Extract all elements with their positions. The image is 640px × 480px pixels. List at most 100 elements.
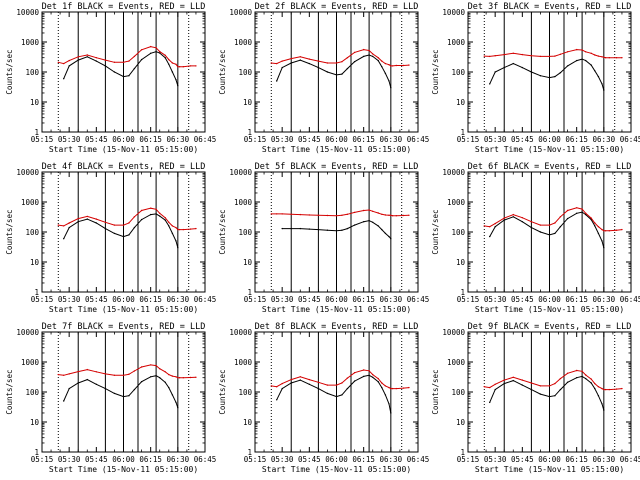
y-tick-label: 1000 bbox=[21, 198, 40, 207]
y-tick-label: 1000 bbox=[447, 198, 466, 207]
x-tick-label: 06:45 bbox=[407, 455, 430, 464]
chart-title: Det 8f BLACK = Events, RED = LLD bbox=[255, 322, 419, 332]
x-tick-label: 06:45 bbox=[194, 455, 217, 464]
x-tick-label: 06:15 bbox=[139, 455, 162, 464]
y-tick-label: 10 bbox=[243, 98, 253, 107]
x-tick-label: 06:45 bbox=[194, 295, 217, 304]
x-tick-label: 06:45 bbox=[620, 135, 640, 144]
series-lld bbox=[270, 209, 410, 217]
chart-title: Det 9f BLACK = Events, RED = LLD bbox=[468, 322, 632, 332]
series-events bbox=[489, 211, 605, 249]
x-tick-label: 05:45 bbox=[511, 455, 534, 464]
series-events bbox=[281, 219, 392, 240]
series-events bbox=[489, 375, 605, 411]
y-tick-label: 1 bbox=[34, 288, 39, 297]
x-tick-label: 05:30 bbox=[484, 135, 507, 144]
y-axis-label: Counts/sec bbox=[218, 209, 227, 254]
x-tick-label: 06:00 bbox=[112, 135, 135, 144]
series-lld bbox=[270, 48, 410, 67]
series-line bbox=[276, 374, 392, 414]
series-line bbox=[271, 369, 409, 390]
chart-panel-1: Det 1f BLACK = Events, RED = LLD 1 10 100 10… bbox=[5, 2, 216, 154]
series-events bbox=[489, 58, 605, 91]
chart-title: Det 7f BLACK = Events, RED = LLD bbox=[42, 322, 206, 332]
x-tick-label: 06:45 bbox=[407, 295, 430, 304]
x-axis-label: Start Time (15-Nov-11 05:15:00) bbox=[475, 465, 624, 474]
chart-panel-2: Det 2f BLACK = Events, RED = LLD 1 10 100 10… bbox=[218, 2, 429, 154]
series-line bbox=[484, 207, 622, 232]
series-line bbox=[489, 375, 605, 411]
x-tick-label: 06:00 bbox=[538, 455, 561, 464]
y-tick-label: 1000 bbox=[21, 38, 40, 47]
chart-title: Det 3f BLACK = Events, RED = LLD bbox=[468, 2, 632, 12]
y-axis-label: Counts/sec bbox=[218, 369, 227, 414]
x-tick-label: 05:30 bbox=[58, 295, 81, 304]
x-tick-label: 06:30 bbox=[380, 295, 403, 304]
series-line bbox=[271, 209, 409, 217]
chart-panel-5: Det 5f BLACK = Events, RED = LLD 1 10 100 10… bbox=[218, 162, 429, 314]
y-axis-label: Counts/sec bbox=[431, 369, 440, 414]
y-tick-label: 10000 bbox=[229, 168, 252, 177]
series-events bbox=[63, 213, 179, 249]
x-axis-label: Start Time (15-Nov-11 05:15:00) bbox=[49, 305, 198, 314]
x-tick-label: 05:45 bbox=[298, 135, 321, 144]
series-line bbox=[282, 220, 392, 240]
x-tick-label: 06:00 bbox=[325, 135, 348, 144]
y-tick-label: 100 bbox=[238, 68, 252, 77]
x-tick-label: 06:45 bbox=[620, 295, 640, 304]
x-tick-label: 06:00 bbox=[538, 295, 561, 304]
y-tick-label: 10000 bbox=[442, 168, 465, 177]
y-tick-label: 10000 bbox=[229, 328, 252, 337]
y-tick-label: 100 bbox=[451, 228, 465, 237]
y-axis-label: Counts/sec bbox=[5, 369, 14, 414]
x-tick-label: 05:45 bbox=[511, 295, 534, 304]
y-tick-label: 100 bbox=[451, 68, 465, 77]
series-line bbox=[63, 213, 179, 248]
y-tick-label: 10 bbox=[456, 258, 466, 267]
x-axis-label: Start Time (15-Nov-11 05:15:00) bbox=[475, 145, 624, 154]
x-tick-label: 05:45 bbox=[298, 295, 321, 304]
chart-title: Det 4f BLACK = Events, RED = LLD bbox=[42, 162, 206, 172]
x-tick-label: 05:30 bbox=[58, 455, 81, 464]
y-tick-label: 10 bbox=[30, 98, 40, 107]
x-tick-label: 06:30 bbox=[593, 135, 616, 144]
series-lld bbox=[57, 45, 197, 68]
series-line bbox=[271, 49, 409, 67]
x-tick-label: 06:30 bbox=[593, 455, 616, 464]
chart-panel-7: Det 7f BLACK = Events, RED = LLD 1 10 100 10… bbox=[5, 322, 216, 474]
x-tick-label: 06:30 bbox=[380, 455, 403, 464]
x-tick-label: 05:15 bbox=[244, 455, 267, 464]
x-tick-label: 05:30 bbox=[271, 455, 294, 464]
series-lld bbox=[57, 207, 197, 231]
y-axis-label: Counts/sec bbox=[218, 49, 227, 94]
y-tick-label: 1000 bbox=[234, 38, 253, 47]
x-tick-label: 06:15 bbox=[565, 455, 588, 464]
series-lld bbox=[270, 369, 410, 390]
chart-title: Det 1f BLACK = Events, RED = LLD bbox=[42, 2, 206, 12]
series-line bbox=[484, 49, 622, 59]
series-events bbox=[63, 50, 179, 87]
series-line bbox=[63, 375, 179, 408]
x-tick-label: 06:00 bbox=[325, 295, 348, 304]
x-axis-label: Start Time (15-Nov-11 05:15:00) bbox=[262, 145, 411, 154]
series-line bbox=[489, 58, 605, 91]
series-line bbox=[484, 369, 622, 391]
series-line bbox=[58, 46, 196, 68]
x-tick-label: 06:15 bbox=[352, 135, 375, 144]
y-tick-label: 10000 bbox=[229, 8, 252, 17]
x-tick-label: 05:15 bbox=[31, 295, 54, 304]
series-events bbox=[63, 375, 179, 409]
x-tick-label: 06:45 bbox=[407, 135, 430, 144]
x-tick-label: 05:45 bbox=[298, 455, 321, 464]
x-axis-label: Start Time (15-Nov-11 05:15:00) bbox=[475, 305, 624, 314]
chart-panel-4: Det 4f BLACK = Events, RED = LLD 1 10 100 10… bbox=[5, 162, 216, 314]
x-tick-label: 05:45 bbox=[511, 135, 534, 144]
y-tick-label: 100 bbox=[25, 228, 39, 237]
x-tick-label: 05:45 bbox=[85, 295, 108, 304]
x-tick-label: 05:15 bbox=[457, 135, 480, 144]
x-tick-label: 06:00 bbox=[325, 455, 348, 464]
series-events bbox=[276, 54, 392, 89]
y-tick-label: 10 bbox=[243, 418, 253, 427]
x-tick-label: 06:00 bbox=[112, 295, 135, 304]
series-lld bbox=[57, 364, 197, 379]
